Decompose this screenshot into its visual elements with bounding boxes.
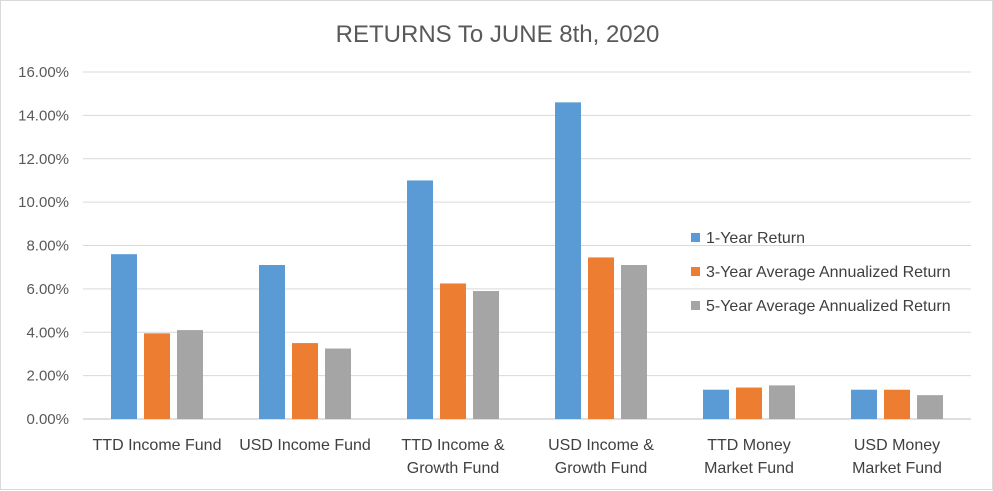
bar	[555, 102, 581, 420]
category-label: USD Income Fund	[239, 437, 371, 454]
legend-swatch	[691, 267, 700, 276]
bar	[621, 265, 647, 419]
legend-label: 1-Year Return	[706, 230, 805, 247]
category-label: TTD Income &	[401, 437, 504, 454]
y-tick-label: 12.00%	[18, 151, 69, 168]
y-tick-label: 2.00%	[26, 368, 69, 385]
bar	[851, 389, 877, 419]
y-tick-label: 14.00%	[18, 107, 69, 124]
category-label: USD Money	[854, 437, 940, 454]
y-tick-label: 16.00%	[18, 64, 69, 81]
bar	[884, 389, 910, 419]
y-tick-label: 6.00%	[26, 281, 69, 298]
category-label: Market Fund	[704, 460, 794, 477]
bar	[588, 257, 614, 419]
chart-title: RETURNS To JUNE 8th, 2020	[335, 21, 660, 48]
bar	[259, 265, 285, 419]
y-tick-label: 8.00%	[26, 238, 69, 255]
bar	[111, 254, 137, 419]
bar	[736, 387, 762, 419]
category-label: TTD Money	[707, 437, 791, 454]
legend-swatch	[691, 233, 700, 242]
category-label: Growth Fund	[555, 460, 647, 477]
y-tick-label: 0.00%	[26, 411, 69, 428]
y-tick-label: 4.00%	[26, 324, 69, 341]
legend-swatch	[691, 301, 700, 310]
bar	[473, 291, 499, 419]
category-label: USD Income &	[548, 437, 654, 454]
bar	[703, 389, 729, 419]
legend-label: 5-Year Average Annualized Return	[706, 298, 951, 315]
bar	[177, 330, 203, 419]
legend-label: 3-Year Average Annualized Return	[706, 264, 951, 281]
bar	[407, 180, 433, 419]
bar	[144, 333, 170, 419]
category-label: TTD Income Fund	[93, 437, 222, 454]
bar	[440, 283, 466, 419]
category-label: Market Fund	[852, 460, 942, 477]
bar	[769, 385, 795, 419]
y-tick-label: 10.00%	[18, 194, 69, 211]
bar	[292, 343, 318, 419]
category-label: Growth Fund	[407, 460, 499, 477]
bar	[325, 348, 351, 419]
bar	[917, 395, 943, 419]
